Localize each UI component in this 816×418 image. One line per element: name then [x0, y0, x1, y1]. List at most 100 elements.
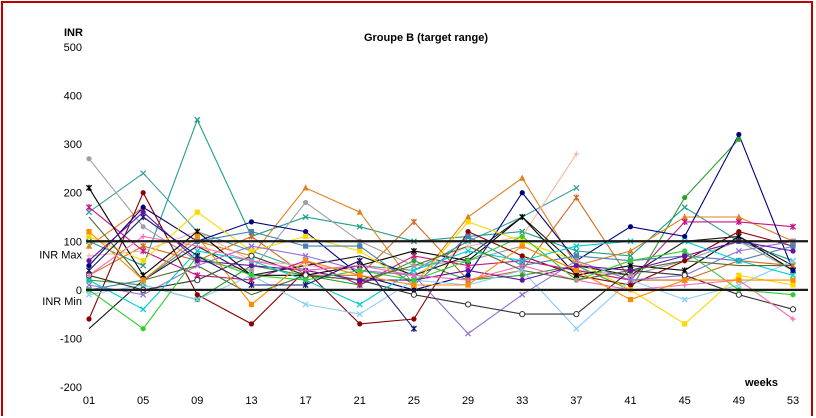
- data-point: [85, 204, 93, 211]
- data-point: [302, 252, 309, 259]
- data-point: [86, 253, 92, 259]
- data-point: [573, 257, 580, 264]
- data-point: [410, 247, 417, 255]
- data-point: [303, 277, 309, 283]
- data-point: [302, 184, 309, 191]
- data-point: [411, 282, 417, 288]
- data-point: [140, 247, 147, 255]
- data-point: [140, 204, 146, 210]
- data-point: [140, 190, 146, 196]
- y-tick-label: 500: [64, 42, 82, 54]
- data-point: [790, 316, 796, 322]
- data-point: [789, 306, 797, 313]
- data-point: [682, 321, 688, 327]
- data-point: [519, 267, 526, 274]
- y-tick-label: 300: [64, 139, 82, 151]
- data-point: [248, 262, 255, 269]
- data-point: [519, 253, 525, 259]
- data-point: [573, 184, 580, 191]
- y-tick-label: -100: [60, 333, 82, 345]
- data-point: [682, 194, 688, 201]
- y-tick-label: -200: [60, 382, 82, 394]
- data-point: [303, 228, 309, 235]
- data-point: [519, 174, 526, 181]
- data-point: [140, 277, 146, 283]
- data-point: [411, 316, 417, 322]
- series-line: [88, 211, 794, 281]
- x-tick-labels: 01 05 09 13 17 21 25 29 33 37 41 45 49 53: [83, 395, 799, 407]
- data-point: [411, 262, 417, 269]
- data-point: [410, 291, 418, 298]
- data-point: [735, 247, 742, 255]
- data-point: [465, 277, 471, 283]
- data-point: [356, 223, 363, 230]
- data-point: [357, 277, 363, 283]
- data-point: [302, 272, 309, 279]
- data-point: [789, 272, 797, 279]
- data-point: [736, 136, 742, 142]
- data-point: [465, 272, 471, 278]
- data-point: [519, 277, 525, 283]
- y-tick-labels: -200 -100 0 100 200 300 400 500: [60, 42, 82, 394]
- data-point: [465, 219, 471, 225]
- x-tick-label: 53: [787, 395, 799, 407]
- data-point: [194, 233, 200, 240]
- data-point: [735, 291, 742, 298]
- data-point: [519, 272, 525, 278]
- x-tick-label: 17: [299, 395, 311, 407]
- data-point: [735, 281, 742, 289]
- data-point: [735, 257, 742, 264]
- data-point: [573, 325, 580, 332]
- data-point: [194, 292, 200, 298]
- data-point: [627, 277, 634, 284]
- data-point: [248, 281, 255, 289]
- reference-line-label: INR Min: [42, 296, 82, 308]
- data-point: [573, 243, 580, 250]
- data-point: [194, 252, 201, 259]
- data-point: [465, 228, 471, 235]
- series-line: [88, 235, 794, 330]
- data-point: [573, 151, 579, 157]
- data-point: [465, 282, 471, 288]
- data-point: [248, 272, 255, 278]
- data-point: [411, 258, 417, 264]
- data-point: [681, 272, 688, 279]
- x-tick-label: 01: [83, 395, 95, 407]
- data-point: [573, 277, 579, 283]
- data-point: [682, 248, 688, 254]
- data-point: [356, 257, 363, 264]
- data-point: [790, 292, 796, 298]
- data-point: [356, 301, 363, 308]
- data-point: [86, 316, 92, 322]
- data-point: [86, 233, 92, 240]
- data-point: [573, 311, 580, 318]
- x-tick-label: 05: [137, 395, 149, 407]
- data-point: [410, 267, 417, 274]
- data-point: [682, 258, 688, 264]
- data-point: [248, 243, 255, 250]
- reference-line-label: INR Max: [39, 249, 82, 261]
- data-point: [140, 170, 147, 177]
- data-point: [302, 213, 309, 221]
- reference-lines: INR Max INR Min: [39, 240, 808, 308]
- data-point: [736, 131, 742, 138]
- data-point: [140, 233, 146, 240]
- data-point: [411, 277, 417, 283]
- data-point: [248, 252, 255, 259]
- data-point: [85, 184, 93, 191]
- data-point: [357, 272, 363, 278]
- x-tick-label: 41: [624, 395, 636, 407]
- data-point: [681, 218, 688, 225]
- data-point: [85, 277, 93, 284]
- data-point: [464, 213, 472, 220]
- data-point: [519, 213, 526, 221]
- data-point: [86, 272, 92, 278]
- data-point: [465, 258, 471, 264]
- data-point: [303, 258, 309, 264]
- data-point: [356, 311, 363, 318]
- data-point: [627, 267, 634, 274]
- data-point: [303, 199, 309, 206]
- data-point: [411, 272, 417, 278]
- x-tick-label: 33: [516, 395, 528, 407]
